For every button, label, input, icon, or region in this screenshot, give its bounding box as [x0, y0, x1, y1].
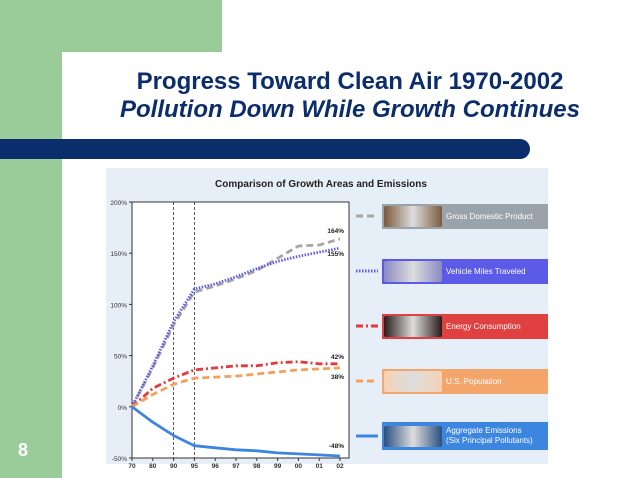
slide-title: Progress Toward Clean Air 1970-2002 [136, 68, 564, 95]
series-end-label-3: 38% [331, 374, 344, 381]
emissions-photo-icon [384, 425, 442, 447]
chart-title: Comparison of Growth Areas and Emissions [215, 179, 427, 190]
x-tick-label: 01 [316, 463, 324, 470]
legend-label-vmt: Vehicle Miles Traveled [446, 266, 526, 276]
series-end-label-1: 155% [327, 251, 344, 258]
x-tick-label: 90 [170, 463, 178, 470]
y-tick-label: 150% [110, 251, 127, 258]
x-tick-label: 80 [149, 463, 157, 470]
series-line-1 [130, 246, 341, 408]
y-tick-label: 100% [110, 302, 127, 309]
x-tick-label: 96 [212, 463, 220, 470]
y-tick-label: 0% [118, 405, 128, 412]
legend-item-vmt: Vehicle Miles Traveled [382, 259, 548, 284]
series-end-label-4: -48% [329, 443, 344, 450]
legend-label-emissions-line1: Aggregate Emissions [446, 426, 522, 435]
series-line-3 [131, 366, 341, 409]
title-divider-bar [0, 139, 530, 159]
legend-label-population: U.S. Population [446, 376, 502, 386]
legend-item-gdp: Gross Domestic Product [382, 204, 548, 229]
x-tick-label: 97 [232, 463, 240, 470]
page-number: 8 [18, 440, 29, 460]
legend-item-energy: Energy Consumption [382, 314, 548, 339]
x-tick-label: 95 [191, 463, 199, 470]
population-photo-icon [384, 371, 442, 392]
gdp-photo-icon [384, 206, 442, 227]
legend-item-emissions: Aggregate Emissions (Six Principal Pollu… [382, 422, 548, 450]
x-tick-label: 02 [336, 463, 344, 470]
y-tick-label: 50% [114, 354, 127, 361]
legend-label-emissions: Aggregate Emissions (Six Principal Pollu… [446, 426, 533, 446]
series-end-label-0: 164% [327, 228, 344, 235]
left-green-band [0, 0, 62, 478]
series-end-label-2: 42% [331, 354, 344, 361]
top-green-band [0, 0, 222, 52]
x-tick-label: 70 [128, 463, 136, 470]
series-line-2 [131, 360, 340, 408]
series-line-4 [131, 405, 341, 458]
legend-label-energy: Energy Consumption [446, 321, 521, 331]
slide-subtitle: Pollution Down While Growth Continues [120, 96, 580, 123]
x-tick-label: 98 [253, 463, 261, 470]
y-tick-label: 200% [110, 200, 127, 207]
plot-area [131, 201, 350, 459]
x-tick-label: 00 [295, 463, 303, 470]
x-tick-label: 99 [274, 463, 282, 470]
y-tick-label: -50% [112, 456, 127, 463]
energy-photo-icon [384, 316, 442, 337]
legend-label-emissions-line2: (Six Principal Pollutants) [446, 436, 533, 445]
legend-item-population: U.S. Population [382, 369, 548, 394]
legend-label-gdp: Gross Domestic Product [446, 211, 533, 221]
vehicle-photo-icon [384, 261, 442, 282]
